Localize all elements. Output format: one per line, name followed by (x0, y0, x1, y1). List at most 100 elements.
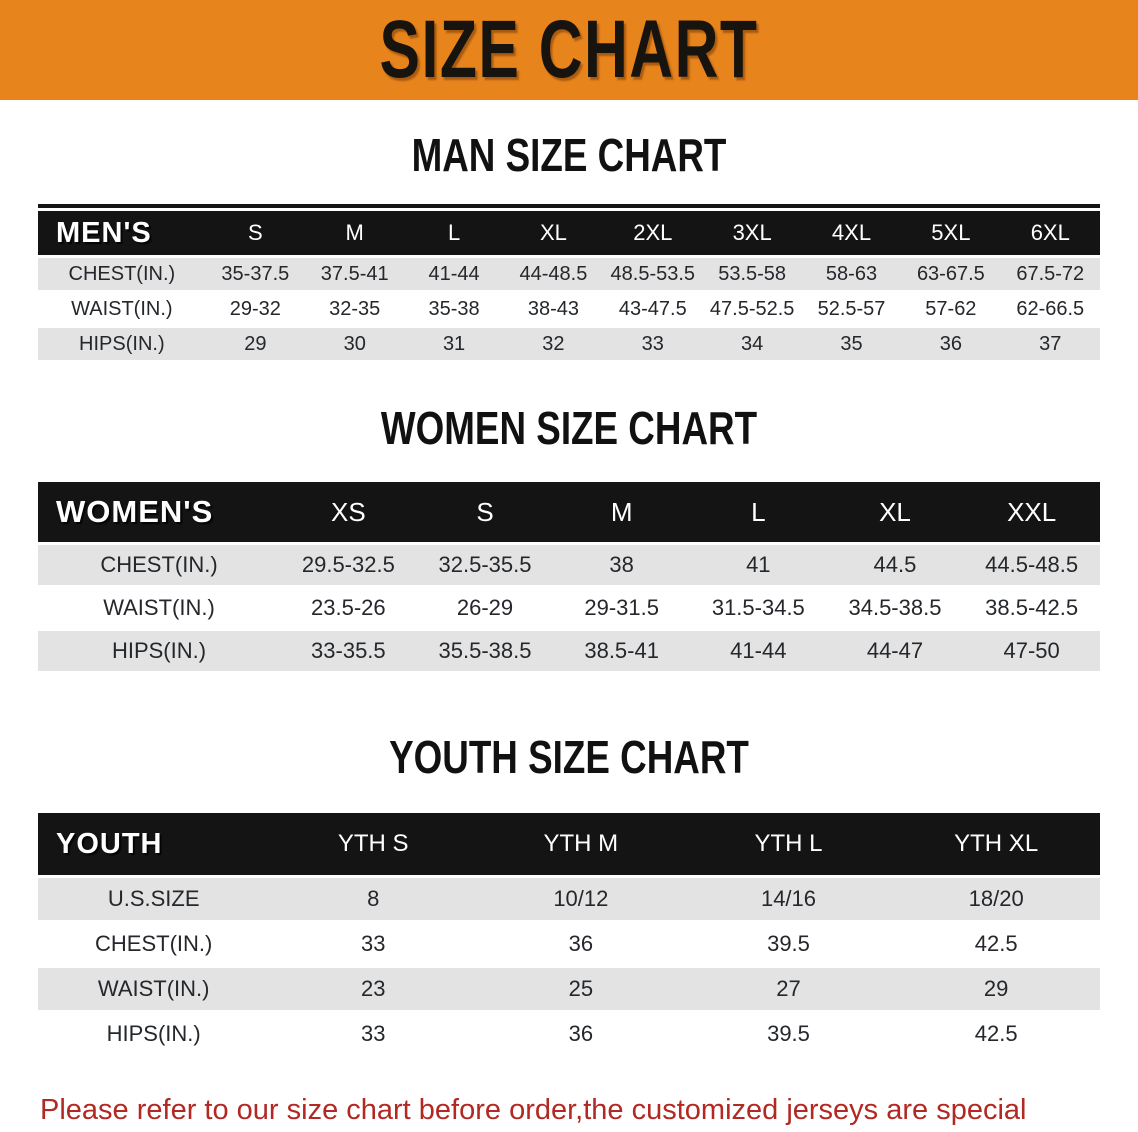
table-row: WAIST(IN.) 23 25 27 29 (38, 968, 1100, 1010)
header-row: YOUTH YTH S YTH M YTH L YTH XL (38, 813, 1100, 875)
row-label: CHEST(IN.) (68, 262, 176, 285)
column-header: S (248, 220, 263, 245)
row-label: HIPS(IN.) (111, 638, 207, 663)
size-cell: 37 (1039, 332, 1062, 355)
column-header: YTH XL (954, 830, 1039, 857)
table-group-label: MEN'S (56, 216, 152, 249)
table-row: HIPS(IN.) 33-35.5 35.5-38.5 38.5-41 41-44 44-… (38, 631, 1100, 671)
size-cell: 44-48.5 (519, 262, 588, 285)
size-table: MEN'S S M L XL 2XL 3XL 4XL 5XL 6XL CHEST(IN.) 35-37… (38, 204, 1100, 363)
size-cell: 31 (442, 332, 466, 355)
size-cell: 36 (939, 332, 962, 355)
size-cell: 47-50 (1003, 638, 1060, 663)
size-cell: 35.5-38.5 (438, 638, 532, 663)
column-header: L (751, 496, 766, 527)
size-cell: 29-31.5 (584, 595, 659, 620)
size-cell: 38-43 (527, 297, 579, 320)
column-header: L (447, 220, 461, 245)
size-chart-section: MAN SIZE CHART MEN'S S M L XL 2XL 3XL 4XL 5XL 6XL C… (0, 132, 1138, 363)
column-header: S (476, 496, 494, 527)
column-header: M (610, 496, 633, 527)
row-label: CHEST(IN.) (95, 931, 213, 956)
column-header: M (345, 220, 364, 245)
size-cell: 23.5-26 (311, 595, 386, 620)
row-label: WAIST(IN.) (97, 976, 210, 1001)
size-cell: 34 (741, 332, 764, 355)
size-cell: 8 (367, 886, 380, 911)
size-cell: 33 (360, 1021, 386, 1046)
size-table-body: CHEST(IN.) 35-37.5 37.5-41 41-44 44-48.5 48.5… (38, 258, 1100, 360)
column-header: 5XL (931, 220, 971, 245)
size-cell: 36 (568, 931, 594, 956)
size-cell: 38.5-42.5 (985, 595, 1079, 620)
size-cell: 42.5 (974, 931, 1018, 956)
row-label: CHEST(IN.) (100, 552, 218, 577)
size-cell: 41-44 (730, 638, 787, 663)
section-heading: WOMEN SIZE CHART (380, 402, 758, 454)
size-cell: 33-35.5 (311, 638, 386, 663)
size-table-body: CHEST(IN.) 29.5-32.5 32.5-35.5 38 41 44.5 44.5… (38, 545, 1100, 671)
size-cell: 52.5-57 (817, 297, 886, 320)
size-cell: 36 (568, 1021, 594, 1046)
size-cell: 29-32 (229, 297, 281, 320)
size-cell: 39.5 (767, 1021, 810, 1046)
row-label: HIPS(IN.) (106, 1021, 201, 1046)
page-title: SIZE CHART (379, 4, 759, 95)
banner: SIZE CHART (0, 0, 1138, 100)
size-cell: 44-47 (866, 638, 924, 663)
size-cell: 38.5-41 (584, 638, 659, 663)
size-cell: 33 (360, 931, 386, 956)
column-header: 4XL (831, 220, 872, 245)
size-cell: 30 (343, 332, 366, 355)
header-row: WOMEN'S XS S M L XL XXL (38, 482, 1100, 542)
size-cell: 31.5-34.5 (711, 595, 805, 620)
size-cell: 39.5 (767, 931, 810, 956)
size-cell: 37.5-41 (320, 262, 389, 285)
size-cell: 53.5-58 (718, 262, 787, 285)
column-header: XL (879, 496, 911, 527)
footer-note: Please refer to our size chart before or… (40, 1088, 1118, 1132)
size-cell: 27 (776, 976, 801, 1001)
column-header: 3XL (732, 220, 772, 245)
table-row: WAIST(IN.) 29-32 32-35 35-38 38-43 43-47.5 47.… (38, 293, 1100, 325)
column-header: XXL (1007, 496, 1057, 527)
size-cell: 44.5-48.5 (985, 552, 1079, 577)
size-cell: 34.5-38.5 (848, 595, 942, 620)
size-table-header: MEN'S S M L XL 2XL 3XL 4XL 5XL 6XL (38, 211, 1100, 255)
column-header: XL (539, 220, 567, 245)
row-label: WAIST(IN.) (103, 595, 215, 620)
table-row: WAIST(IN.) 23.5-26 26-29 29-31.5 31.5-34.5 34… (38, 588, 1100, 628)
size-cell: 41 (746, 552, 771, 577)
size-cell: 41-44 (428, 262, 480, 285)
table-row: HIPS(IN.) 33 36 39.5 42.5 (38, 1013, 1100, 1055)
size-cell: 35-37.5 (221, 262, 290, 285)
section-heading: MAN SIZE CHART (411, 129, 727, 181)
size-cell: 32.5-35.5 (438, 552, 532, 577)
size-cell: 32-35 (329, 297, 381, 320)
size-cell: 42.5 (974, 1021, 1018, 1046)
size-cell: 32 (542, 332, 565, 355)
size-cell: 58-63 (825, 262, 878, 285)
size-cell: 63-67.5 (916, 262, 985, 285)
size-cell: 62-66.5 (1016, 297, 1085, 320)
size-cell: 43-47.5 (618, 297, 687, 320)
size-cell: 29.5-32.5 (301, 552, 395, 577)
size-chart-section: YOUTH SIZE CHART YOUTH YTH S YTH M YTH L YTH … (0, 734, 1138, 1058)
table-row: CHEST(IN.) 33 36 39.5 42.5 (38, 923, 1100, 965)
table-group-label: WOMEN'S (56, 494, 214, 529)
row-label: WAIST(IN.) (71, 297, 173, 320)
size-table: YOUTH YTH S YTH M YTH L YTH XL U.S.SIZE 8 10/12… (38, 810, 1100, 1058)
column-header: YTH M (543, 830, 619, 857)
size-cell: 67.5-72 (1016, 262, 1085, 285)
size-cell: 14/16 (760, 886, 817, 911)
size-cell: 18/20 (968, 886, 1024, 911)
size-chart-section: WOMEN SIZE CHART WOMEN'S XS S M L XL XXL CHEST(I… (0, 405, 1138, 674)
size-table-header: WOMEN'S XS S M L XL XXL (38, 482, 1100, 542)
column-header: 6XL (1030, 220, 1070, 245)
column-header: 2XL (633, 220, 673, 245)
size-cell: 23 (360, 976, 386, 1001)
row-label: U.S.SIZE (107, 886, 200, 911)
column-header: YTH L (754, 830, 823, 857)
size-table-body: U.S.SIZE 8 10/12 14/16 18/20 CHEST(IN.) 33 36 39… (38, 878, 1100, 1055)
